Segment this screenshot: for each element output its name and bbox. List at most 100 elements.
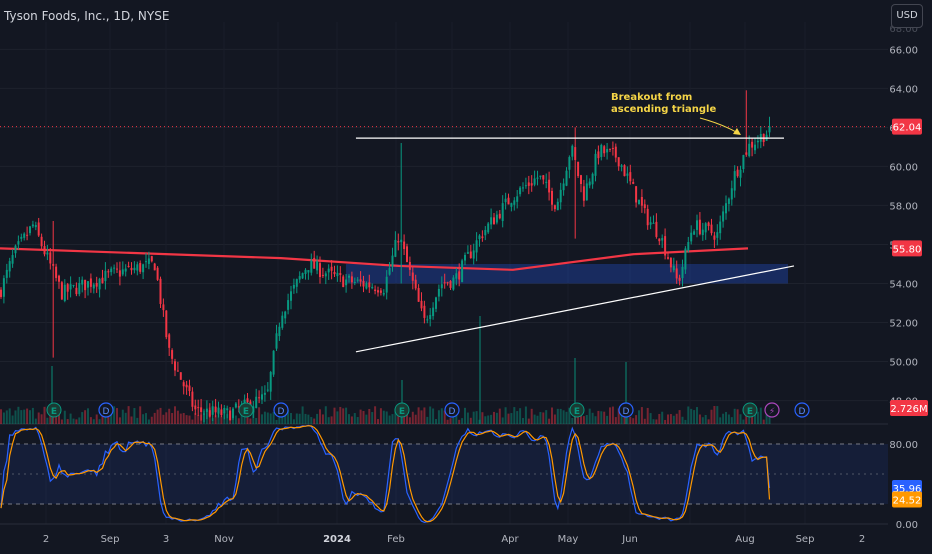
candle-body [408, 261, 411, 270]
time-tick-label: Feb [387, 534, 405, 545]
candle-body [89, 278, 92, 287]
earnings-marker[interactable] [569, 402, 585, 418]
split-marker[interactable] [764, 402, 780, 418]
volume-bar [443, 410, 446, 424]
candle-body [139, 262, 142, 272]
volume-bar [63, 410, 66, 424]
volume-bar [142, 414, 145, 424]
candle-body [356, 279, 359, 281]
earnings-marker[interactable] [46, 402, 62, 418]
candle-body [745, 152, 748, 155]
candle-body [84, 279, 87, 291]
volume-bar [17, 406, 20, 424]
candle-body [34, 224, 37, 228]
volume-bar [388, 415, 391, 424]
candle-body [168, 334, 171, 348]
candle-body [342, 276, 345, 288]
candle-body [461, 260, 464, 282]
candle-body [188, 385, 191, 392]
dividend-marker[interactable] [273, 402, 289, 418]
volume-bar [719, 417, 722, 424]
volume-bar [133, 408, 136, 424]
volume-bar [324, 406, 327, 424]
candle-body [200, 407, 203, 413]
candle-body [133, 267, 136, 271]
candle-body [72, 284, 75, 286]
candle-body [17, 241, 20, 245]
dividend-marker[interactable] [444, 402, 460, 418]
breakout-arrow-head [733, 128, 741, 135]
earnings-marker[interactable] [394, 402, 410, 418]
candle-body [516, 196, 519, 202]
candle-body [95, 282, 98, 287]
candle-body [562, 183, 565, 191]
volume-bar [165, 412, 168, 424]
candle-body [742, 155, 745, 170]
volume-bar [420, 410, 423, 424]
volume-bar [588, 408, 591, 424]
candle-body [493, 217, 495, 225]
candle-body [391, 255, 394, 267]
candle-body [353, 281, 356, 283]
candle-body [730, 188, 733, 200]
volume-bar [153, 412, 156, 424]
candle-body [522, 187, 524, 189]
volume-spike-bar [479, 316, 481, 424]
volume-bar [429, 406, 432, 424]
volume-bar [704, 414, 707, 424]
volume-bar [548, 418, 551, 424]
volume-bar [675, 413, 678, 424]
candle-body [539, 175, 542, 177]
volume-bar [626, 417, 629, 424]
volume-bar [490, 414, 493, 424]
candle-body [527, 182, 530, 186]
candle-body [217, 407, 220, 414]
volume-bar [417, 407, 420, 424]
candle-body [55, 266, 58, 278]
volume-bar [249, 418, 252, 424]
time-tick-label: Apr [501, 534, 519, 545]
candle-body [179, 372, 182, 380]
volume-bar [658, 413, 661, 424]
price-tick-label: 54.00 [889, 279, 918, 290]
volume-bar [466, 412, 469, 424]
volume-bar [730, 417, 733, 424]
volume-bar [304, 413, 307, 424]
candle-body [69, 284, 72, 290]
candle-body [727, 198, 730, 204]
candle-body [452, 277, 455, 290]
candle-body [704, 223, 707, 233]
volume-bar [139, 406, 142, 424]
price-tick-label: 66.00 [889, 45, 918, 56]
dividend-marker[interactable] [98, 402, 114, 418]
volume-bar [597, 410, 600, 424]
candle-body [432, 307, 435, 317]
candle-body [652, 222, 655, 224]
volume-bar [759, 407, 762, 424]
candle-body [507, 197, 510, 205]
candle-body [707, 222, 710, 227]
earnings-marker[interactable] [238, 402, 254, 418]
candle-body [124, 268, 127, 272]
volume-bar [684, 419, 687, 424]
candle-body [713, 235, 716, 240]
candle-body [481, 236, 484, 239]
time-tick-label: May [558, 534, 579, 545]
candle-body [153, 263, 156, 271]
candle-body [478, 235, 481, 240]
dividend-marker[interactable] [794, 402, 810, 418]
dividend-marker[interactable] [618, 402, 634, 418]
volume-bar [522, 417, 524, 424]
candle-body [739, 169, 742, 178]
earnings-marker[interactable] [742, 402, 758, 418]
volume-bar [655, 419, 658, 424]
volume-bar [269, 413, 272, 424]
volume-bar [536, 415, 539, 424]
candle-body [31, 224, 34, 227]
candle-body [37, 222, 40, 236]
oscillator-k-line [0, 424, 771, 524]
volume-bar [11, 415, 14, 424]
currency-button[interactable]: USD [891, 4, 923, 28]
candle-body [272, 350, 275, 375]
